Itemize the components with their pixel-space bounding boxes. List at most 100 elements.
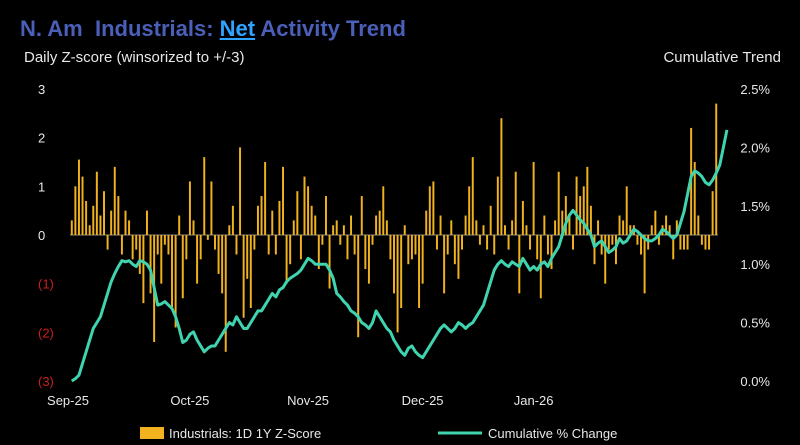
legend-label-zscore: Industrials: 1D 1Y Z-Score (169, 426, 321, 441)
zscore-bar (471, 157, 474, 235)
zscore-bar (231, 205, 234, 235)
zscore-bar (579, 196, 582, 235)
zscore-bar (171, 235, 174, 308)
zscore-bar (389, 235, 392, 260)
zscore-bar (525, 225, 528, 235)
zscore-bar (378, 210, 381, 235)
zscore-bar (693, 162, 696, 235)
zscore-bar (418, 235, 421, 308)
zscore-bar (267, 235, 270, 255)
zscore-bar (274, 235, 277, 255)
zscore-bar (586, 166, 589, 235)
zscore-bar (138, 235, 141, 274)
zscore-bar (335, 220, 338, 235)
zscore-bar (665, 215, 668, 235)
zscore-bar (446, 235, 449, 255)
left-axis-tick-label: (3) (38, 374, 54, 389)
zscore-bar (636, 235, 639, 245)
zscore-bar (403, 225, 406, 235)
zscore-bar (496, 176, 499, 235)
title-suffix: Activity Trend (255, 16, 406, 41)
zscore-bar (367, 235, 370, 284)
zscore-bar (396, 235, 399, 333)
left-axis-tick-label: 2 (38, 131, 45, 146)
zscore-bar (317, 235, 320, 270)
zscore-bar (657, 235, 660, 245)
zscore-bar (314, 215, 317, 235)
left-axis-subtitle: Daily Z-score (winsorized to +/-3) (24, 49, 245, 66)
zscore-bar (400, 235, 403, 308)
zscore-bar (393, 235, 395, 294)
zscore-bar (468, 186, 471, 235)
zscore-bar (507, 235, 510, 250)
zscore-bar (546, 235, 549, 255)
zscore-bar (264, 162, 267, 235)
zscore-bar (643, 235, 646, 294)
zscore-bar (504, 225, 506, 235)
zscore-bar (235, 235, 238, 255)
zscore-bar (435, 235, 438, 250)
zscore-bar (210, 181, 213, 235)
zscore-bar (543, 215, 546, 235)
title-highlight-net: Net (219, 16, 256, 41)
x-axis-tick-label: Nov-25 (287, 393, 329, 408)
zscore-bar (271, 210, 274, 235)
zscore-bar (675, 220, 678, 235)
zscore-bar (135, 235, 138, 250)
zscore-bar (206, 235, 209, 240)
zscore-bar (486, 235, 489, 250)
zscore-bar (514, 171, 517, 235)
zscore-bar (622, 220, 625, 235)
zscore-bar (711, 191, 714, 235)
zscore-bar (521, 200, 524, 235)
zscore-bar (124, 210, 127, 235)
zscore-bar (575, 176, 578, 235)
zscore-bar (511, 220, 514, 235)
zscore-bar (95, 171, 98, 235)
zscore-bar (296, 191, 299, 235)
zscore-bar (74, 186, 77, 235)
zscore-bar (668, 225, 671, 235)
zscore-bar (550, 235, 553, 270)
zscore-bar (346, 235, 349, 260)
zscore-bar (493, 235, 496, 255)
zscore-bar (561, 210, 564, 235)
zscore-bar (360, 196, 363, 235)
zscore-bar (614, 235, 617, 265)
zscore-bar (181, 235, 184, 299)
zscore-bar (99, 215, 102, 235)
zscore-bar (375, 215, 378, 235)
zscore-bar (142, 235, 145, 304)
zscore-bar (285, 235, 288, 284)
zscore-bar (421, 235, 424, 284)
zscore-bar (156, 235, 159, 255)
zscore-bar (478, 235, 481, 245)
zscore-bar (536, 235, 539, 260)
zscore-bar (203, 157, 206, 235)
zscore-bar (81, 176, 84, 235)
zscore-bar (128, 220, 131, 235)
zscore-bar (167, 235, 170, 255)
zscore-bar (650, 225, 653, 235)
zscore-bar (239, 147, 242, 235)
zscore-bar (532, 162, 535, 235)
zscore-bar (303, 176, 306, 235)
zscore-bar (307, 186, 310, 235)
zscore-bar (228, 225, 231, 235)
zscore-bar (439, 215, 442, 235)
legend-swatch-zscore (140, 427, 164, 439)
zscore-bar (625, 186, 628, 235)
zscore-bar (482, 225, 485, 235)
zscore-bar (224, 235, 227, 352)
zscore-bar (110, 210, 113, 235)
zscore-bar (103, 191, 105, 235)
x-axis-tick-label: Oct-25 (170, 393, 209, 408)
zscore-bar (385, 220, 388, 235)
zscore-bar (414, 235, 417, 255)
zscore-bar (242, 235, 245, 318)
zscore-bar (593, 235, 596, 265)
right-axis-tick-label: 1.5% (740, 199, 770, 214)
zscore-bar (289, 235, 292, 265)
zscore-bar (149, 235, 152, 294)
zscore-bar (704, 235, 707, 250)
